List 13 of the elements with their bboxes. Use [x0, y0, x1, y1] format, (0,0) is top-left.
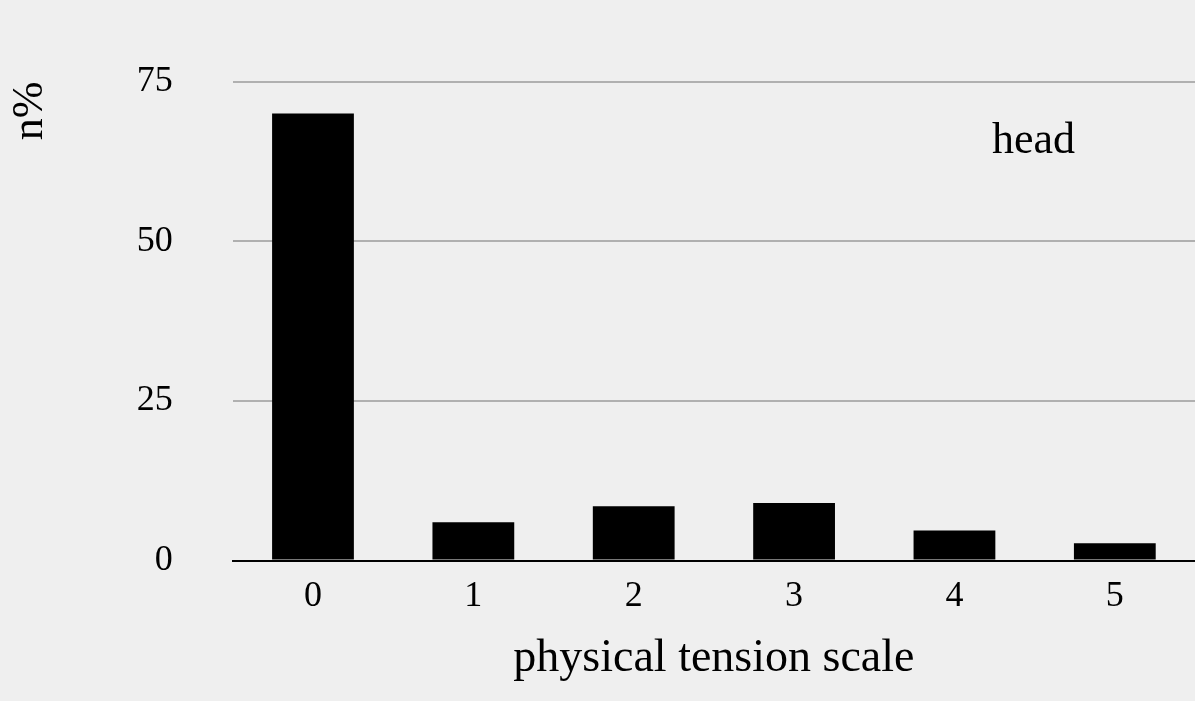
x-tick-label: 5: [1105, 573, 1124, 614]
x-tick-label: 1: [464, 573, 483, 614]
y-axis-title: n%: [2, 81, 52, 141]
y-tick-label: 0: [154, 538, 173, 579]
x-tick-label: 3: [785, 573, 804, 614]
x-tick-label: 0: [303, 573, 322, 614]
x-tick-label: 4: [945, 573, 964, 614]
y-tick-label: 75: [136, 59, 173, 100]
y-tick-label: 25: [136, 378, 173, 419]
x-tick-label: 2: [624, 573, 643, 614]
x-axis-title: physical tension scale: [513, 630, 915, 682]
annotation: head: [991, 114, 1075, 164]
y-tick-label: 50: [136, 218, 173, 259]
